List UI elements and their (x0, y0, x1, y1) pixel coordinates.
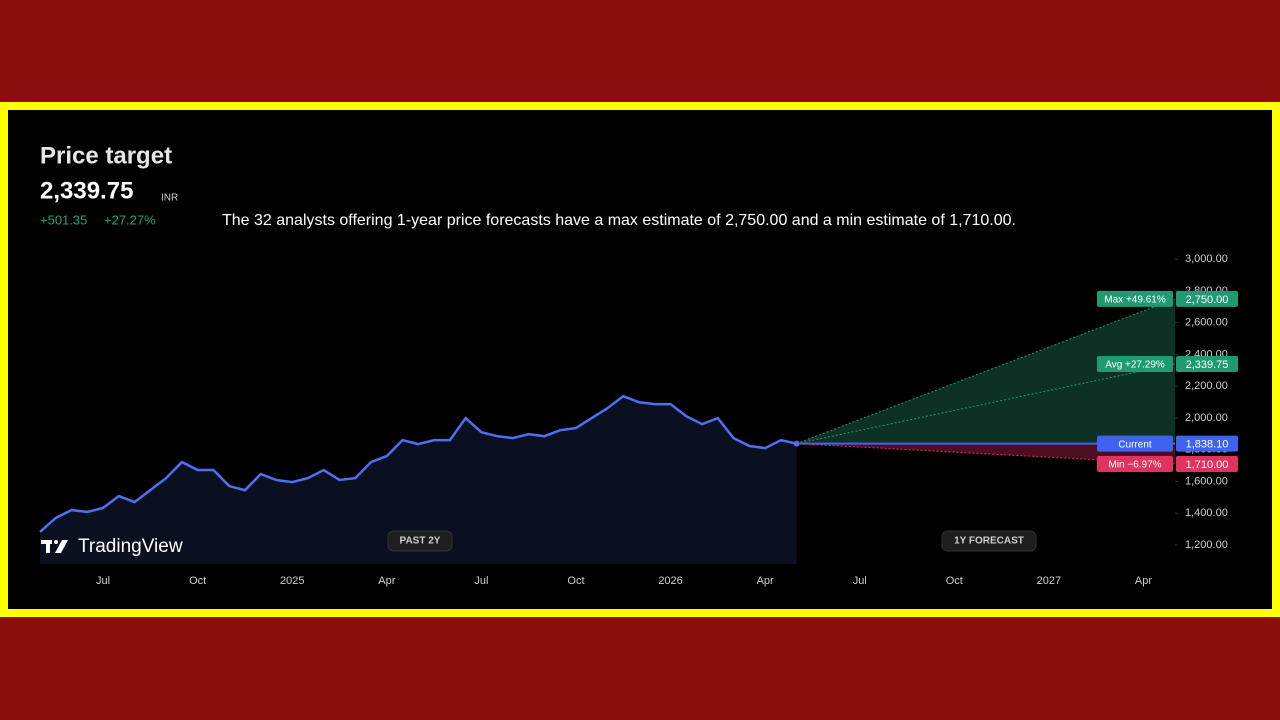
x-tick-label: Oct (946, 575, 963, 587)
logo-mark (55, 540, 68, 553)
currency: INR (161, 193, 178, 204)
y-tick-label: 2,000.00 (1185, 412, 1228, 424)
name-tag (1097, 290, 1173, 307)
y-tick-label: 1,600.00 (1185, 475, 1228, 487)
period-pill (387, 530, 453, 552)
change: +501.35 (40, 212, 87, 227)
period-label: 1Y FORECAST (954, 536, 1024, 547)
x-tick-label: Oct (189, 575, 206, 587)
value-label: 2,750.00 (1186, 294, 1229, 306)
x-tick-label: Apr (1135, 575, 1152, 587)
logo-mark (54, 540, 58, 544)
value-tag (1176, 290, 1238, 307)
value-tag (1176, 455, 1238, 472)
value-label: 2,339.75 (1186, 359, 1229, 371)
value-label: 1,838.10 (1186, 439, 1229, 451)
x-tick-label: 2025 (280, 575, 304, 587)
series-name: Avg +27.29% (1105, 360, 1165, 371)
period-label: PAST 2Y (400, 536, 441, 547)
name-tag (1097, 455, 1173, 472)
y-tick-label: 2,200.00 (1185, 380, 1228, 392)
x-tick-label: 2027 (1037, 575, 1061, 587)
name-tag (1097, 355, 1173, 372)
price-line (39, 394, 797, 533)
y-tick-label: 3,000.00 (1185, 253, 1228, 265)
period-pill (941, 530, 1037, 552)
price-area (40, 396, 797, 564)
x-tick-label: Jul (853, 575, 867, 587)
y-tick-label: 1,400.00 (1185, 507, 1228, 519)
brand: TradingView (78, 536, 183, 557)
x-tick-label: Jul (474, 575, 488, 587)
change-pct: +27.27% (104, 212, 156, 227)
x-tick-label: Oct (567, 575, 584, 587)
series-name: Max +49.61% (1104, 295, 1166, 306)
plot: 1,200.001,400.001,600.001,800.002,000.00… (39, 253, 1238, 587)
logo-mark (46, 540, 50, 553)
forecast-line (796, 443, 1176, 465)
logo (41, 540, 68, 553)
forecast-line (796, 298, 1176, 445)
x-tick-label: Apr (378, 575, 395, 587)
y-tick-label: 2,600.00 (1185, 317, 1228, 329)
value-label: 1,710.00 (1186, 459, 1229, 471)
x-tick-label: Apr (757, 575, 774, 587)
value-tag (1176, 435, 1238, 452)
name-tag (1097, 435, 1173, 452)
x-tick-label: 2026 (658, 575, 682, 587)
forecast-up-area (796, 298, 1175, 444)
title: Price target (40, 142, 172, 169)
series-name: Min −6.97% (1108, 460, 1161, 471)
forecast-line (796, 363, 1176, 445)
description: The 32 analysts offering 1-year price fo… (222, 212, 1016, 229)
series-name: Current (1118, 439, 1152, 450)
price: 2,339.75 (40, 177, 133, 204)
x-tick-label: Jul (96, 575, 110, 587)
y-tick-label: 1,200.00 (1185, 539, 1228, 551)
value-tag (1176, 355, 1238, 372)
